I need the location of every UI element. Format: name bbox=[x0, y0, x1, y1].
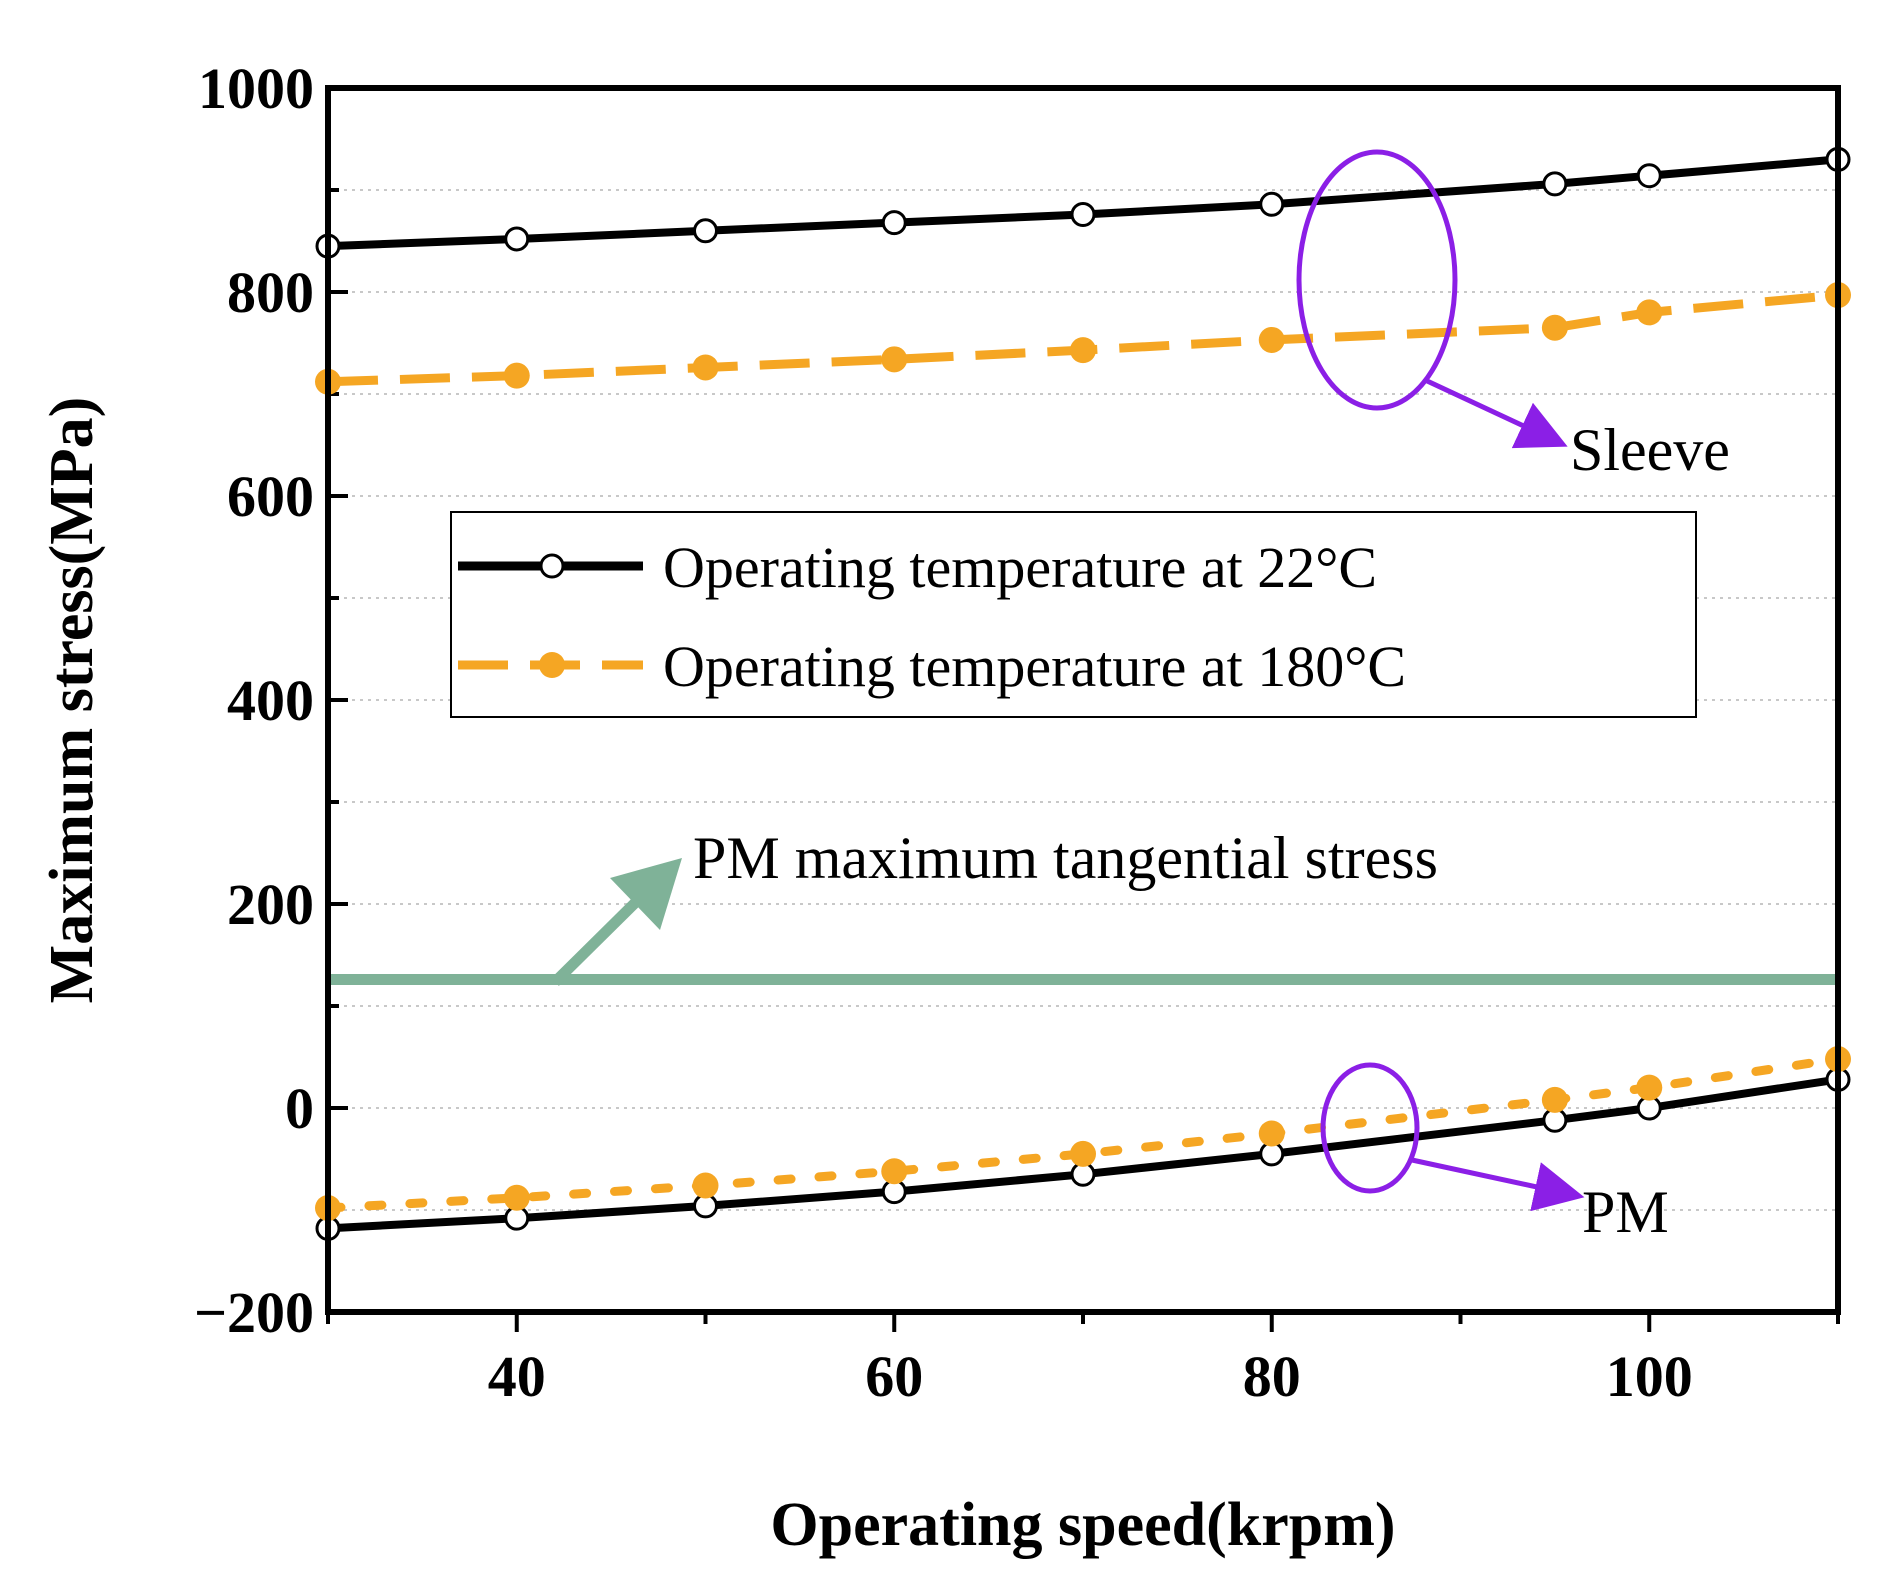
series-sleeve-0 bbox=[315, 146, 1851, 259]
series-line bbox=[323, 1054, 1843, 1213]
pm-limit-arrow-head bbox=[610, 858, 682, 930]
series-point bbox=[1258, 1120, 1285, 1147]
y-tick-label: −200 bbox=[194, 1280, 314, 1345]
legend-marker-22c bbox=[539, 553, 565, 579]
x-axis-ticks: 40 60 80 100 bbox=[326, 1312, 1840, 1409]
series-sleeve-1 bbox=[315, 282, 1851, 395]
legend: Operating temperature at 22°C Operating … bbox=[450, 511, 1697, 718]
sleeve-arrow bbox=[1423, 377, 1568, 449]
series-point bbox=[1258, 326, 1285, 353]
y-tick-label: 600 bbox=[227, 464, 314, 529]
series-point bbox=[881, 1158, 908, 1185]
series-point bbox=[1259, 191, 1285, 217]
y-tick-label: 400 bbox=[227, 668, 314, 733]
series-point bbox=[1541, 1086, 1568, 1113]
pm-limit-label: PM maximum tangential stress bbox=[693, 825, 1438, 891]
series-point bbox=[1542, 171, 1568, 197]
x-tick-label: 100 bbox=[1606, 1344, 1693, 1409]
y-axis-ticks: −200 0 200 400 600 800 1000 bbox=[194, 56, 348, 1345]
series-point bbox=[1070, 1140, 1096, 1167]
x-axis-title: Operating speed(krpm) bbox=[770, 1491, 1395, 1559]
series-point bbox=[1070, 337, 1096, 364]
sleeve-label: Sleeve bbox=[1570, 417, 1730, 483]
series-point bbox=[504, 226, 530, 252]
y-tick-label: 800 bbox=[227, 260, 314, 325]
plot-frame bbox=[325, 85, 1841, 1315]
series-point bbox=[1636, 299, 1663, 326]
x-tick-label: 60 bbox=[865, 1344, 923, 1409]
y-tick-label: 200 bbox=[227, 872, 314, 937]
series-point bbox=[693, 218, 718, 244]
legend-box bbox=[450, 511, 1697, 718]
series-point bbox=[692, 354, 719, 381]
series-point bbox=[503, 362, 530, 389]
series-point bbox=[503, 1184, 530, 1211]
y-tick-label: 0 bbox=[285, 1076, 314, 1141]
y-tick-label: 1000 bbox=[198, 56, 314, 121]
x-tick-label: 80 bbox=[1243, 1344, 1301, 1409]
legend-marker-180c bbox=[539, 652, 565, 678]
series-point bbox=[881, 346, 908, 373]
series-point bbox=[1636, 163, 1662, 189]
series-point bbox=[1541, 314, 1568, 341]
series-point bbox=[1636, 1074, 1663, 1101]
y-axis-title: Maximum stress(MPa) bbox=[38, 397, 106, 1004]
legend-label-22c: Operating temperature at 22°C bbox=[663, 535, 1377, 600]
legend-label-180c: Operating temperature at 180°C bbox=[663, 634, 1406, 699]
pm-label: PM bbox=[1582, 1179, 1669, 1245]
series-point bbox=[1070, 201, 1096, 227]
x-tick-label: 40 bbox=[488, 1344, 546, 1409]
pm-highlight-ellipse bbox=[1320, 1062, 1420, 1194]
pm-limit-arrow-shaft bbox=[551, 894, 644, 986]
series-point bbox=[881, 210, 907, 236]
sleeve-highlight-ellipse bbox=[1296, 149, 1458, 411]
pm-arrow bbox=[1411, 1157, 1585, 1212]
series-point bbox=[692, 1172, 719, 1199]
